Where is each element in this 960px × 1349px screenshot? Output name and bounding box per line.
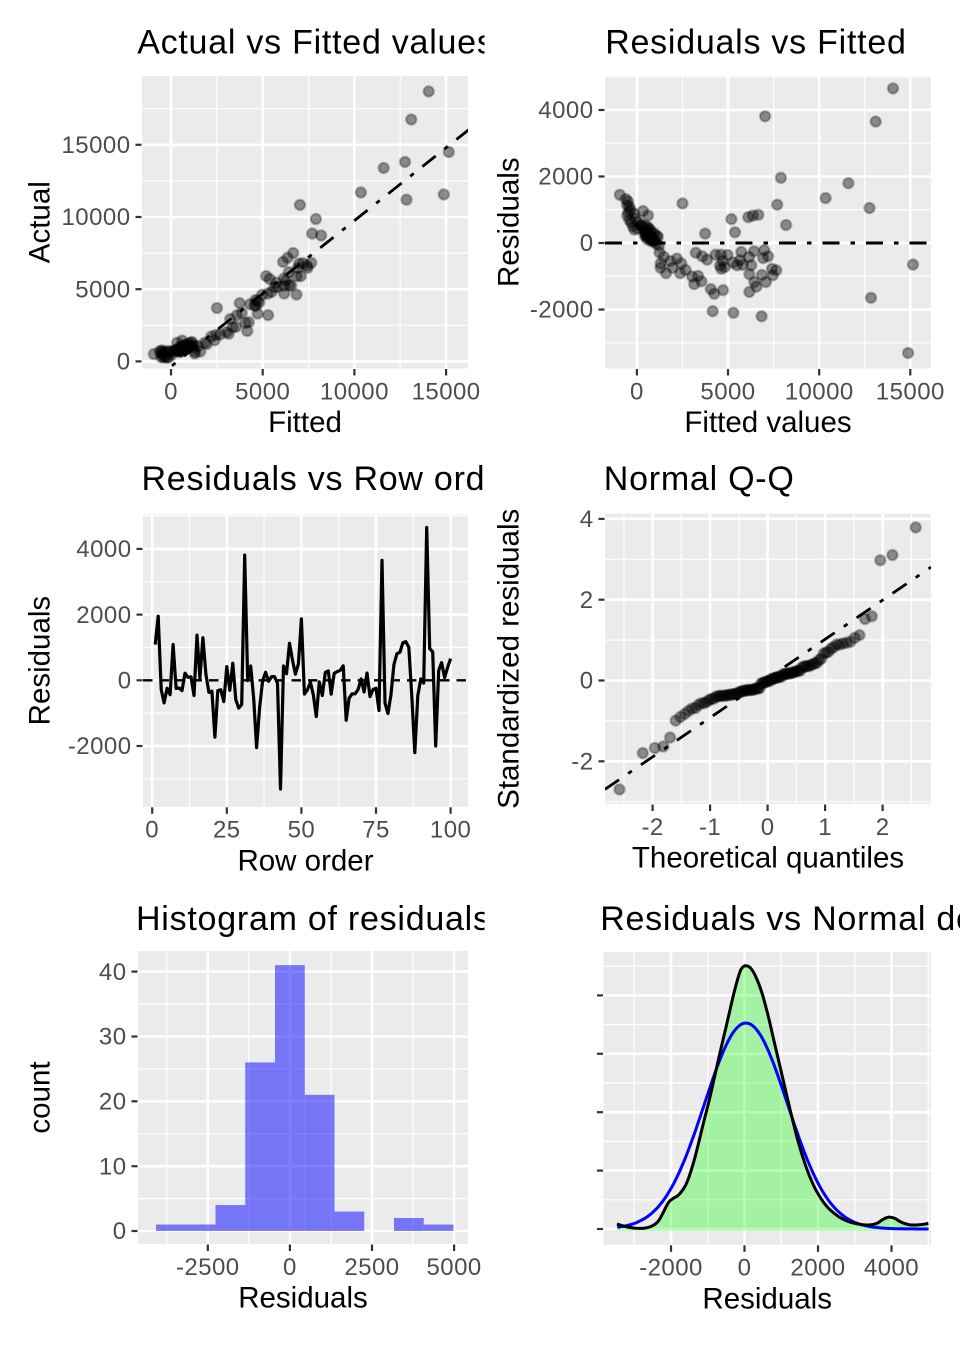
svg-text:-2000: -2000 bbox=[639, 1255, 703, 1282]
svg-text:5000: 5000 bbox=[75, 276, 130, 303]
svg-text:100: 100 bbox=[430, 817, 471, 844]
svg-text:0: 0 bbox=[580, 230, 594, 257]
svg-text:Actual vs Fitted values: Actual vs Fitted values bbox=[137, 24, 494, 62]
svg-text:0: 0 bbox=[580, 668, 594, 695]
svg-text:4000: 4000 bbox=[76, 536, 131, 563]
svg-text:Standardized residuals: Standardized residuals bbox=[493, 509, 526, 809]
svg-text:Residuals vs Fitted: Residuals vs Fitted bbox=[605, 24, 906, 62]
svg-text:10000: 10000 bbox=[785, 378, 854, 405]
svg-text:-2: -2 bbox=[641, 814, 663, 841]
svg-text:0: 0 bbox=[738, 1255, 752, 1282]
svg-text:-2: -2 bbox=[571, 749, 593, 776]
svg-text:Residuals: Residuals bbox=[493, 157, 526, 287]
svg-text:4000: 4000 bbox=[864, 1255, 919, 1282]
svg-text:Residuals: Residuals bbox=[702, 1282, 832, 1315]
svg-text:-1: -1 bbox=[699, 814, 721, 841]
svg-text:0: 0 bbox=[164, 378, 178, 405]
svg-text:10000: 10000 bbox=[320, 378, 389, 405]
svg-text:10000: 10000 bbox=[62, 204, 131, 231]
svg-text:0: 0 bbox=[145, 817, 159, 844]
svg-text:-2000: -2000 bbox=[530, 297, 594, 324]
svg-text:5000: 5000 bbox=[426, 1254, 481, 1281]
svg-text:2000: 2000 bbox=[538, 164, 593, 191]
svg-text:30: 30 bbox=[99, 1024, 127, 1051]
svg-text:75: 75 bbox=[362, 817, 390, 844]
svg-text:-2000: -2000 bbox=[68, 733, 132, 760]
svg-text:0: 0 bbox=[117, 349, 131, 376]
svg-text:-2500: -2500 bbox=[176, 1254, 240, 1281]
svg-text:15000: 15000 bbox=[412, 378, 481, 405]
svg-text:25: 25 bbox=[213, 817, 241, 844]
svg-text:4000: 4000 bbox=[538, 97, 593, 124]
svg-text:Histogram of residuals: Histogram of residuals bbox=[136, 900, 491, 938]
svg-text:count: count bbox=[23, 1061, 56, 1133]
svg-text:0: 0 bbox=[118, 668, 132, 695]
svg-text:40: 40 bbox=[99, 959, 127, 986]
svg-text:10: 10 bbox=[99, 1153, 127, 1180]
svg-text:5000: 5000 bbox=[700, 378, 755, 405]
svg-text:Fitted: Fitted bbox=[268, 406, 342, 439]
svg-text:0: 0 bbox=[113, 1218, 127, 1245]
svg-text:2: 2 bbox=[580, 587, 594, 614]
svg-text:Residuals: Residuals bbox=[23, 596, 56, 726]
svg-text:Row order: Row order bbox=[237, 844, 373, 877]
svg-text:50: 50 bbox=[288, 817, 316, 844]
svg-text:20: 20 bbox=[99, 1089, 127, 1116]
svg-text:Actual: Actual bbox=[23, 181, 56, 263]
svg-text:Residuals vs Normal density: Residuals vs Normal density bbox=[600, 900, 960, 938]
svg-text:5000: 5000 bbox=[235, 378, 290, 405]
svg-text:15000: 15000 bbox=[62, 132, 131, 159]
svg-text:Fitted values: Fitted values bbox=[684, 406, 851, 439]
svg-text:Normal Q-Q: Normal Q-Q bbox=[604, 460, 795, 498]
svg-text:Residuals vs Row order: Residuals vs Row order bbox=[142, 460, 518, 498]
svg-text:15000: 15000 bbox=[876, 378, 945, 405]
svg-text:0: 0 bbox=[630, 378, 644, 405]
svg-text:1: 1 bbox=[818, 814, 832, 841]
svg-text:0: 0 bbox=[283, 1254, 297, 1281]
svg-text:4: 4 bbox=[580, 506, 594, 533]
svg-text:2: 2 bbox=[876, 814, 890, 841]
svg-text:2000: 2000 bbox=[76, 602, 131, 629]
svg-text:Theoretical quantiles: Theoretical quantiles bbox=[632, 842, 904, 875]
svg-text:2500: 2500 bbox=[344, 1254, 399, 1281]
svg-text:2000: 2000 bbox=[790, 1255, 845, 1282]
svg-text:0: 0 bbox=[761, 814, 775, 841]
svg-text:Residuals: Residuals bbox=[238, 1282, 368, 1315]
